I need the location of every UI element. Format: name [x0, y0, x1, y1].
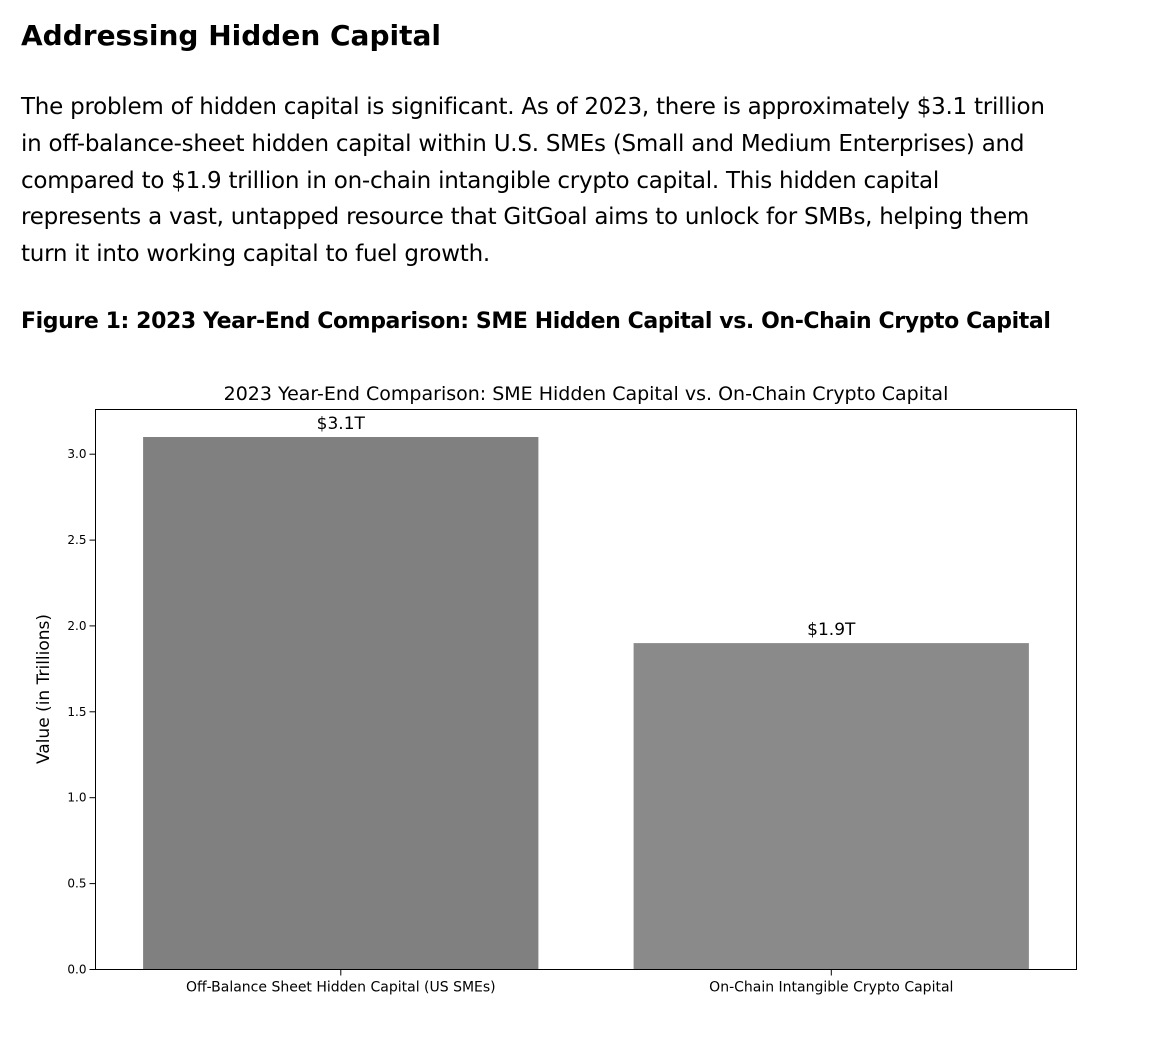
x-tick-label: Off-Balance Sheet Hidden Capital (US SME… — [186, 980, 496, 996]
x-axis: Off-Balance Sheet Hidden Capital (US SME… — [186, 969, 953, 996]
bar-chart: 2023 Year-End Comparison: SME Hidden Cap… — [34, 383, 1077, 996]
y-axis-label: Value (in Trillions) — [34, 614, 54, 764]
body-paragraph: The problem of hidden capital is signifi… — [21, 94, 1045, 268]
chart-title: 2023 Year-End Comparison: SME Hidden Cap… — [224, 383, 949, 405]
section-heading: Addressing Hidden Capital — [21, 19, 441, 52]
bar-2 — [633, 643, 1029, 970]
x-tick-label: On-Chain Intangible Crypto Capital — [709, 980, 953, 996]
y-tick-label: 0.5 — [67, 877, 86, 891]
bar-1 — [143, 437, 539, 970]
y-tick-label: 3.0 — [67, 447, 86, 461]
y-axis: 0.0 0.5 1.0 1.5 2.0 2.5 3.0 — [67, 447, 96, 977]
bar-value-label: $3.1T — [317, 414, 366, 434]
y-tick-label: 0.0 — [67, 963, 86, 977]
y-tick-label: 2.5 — [67, 533, 86, 547]
y-tick-label: 1.0 — [67, 791, 86, 805]
figure-caption: Figure 1: 2023 Year-End Comparison: SME … — [21, 309, 1051, 334]
bars-layer: $3.1T $1.9T — [143, 414, 1029, 970]
y-tick-label: 2.0 — [67, 619, 86, 633]
plot-frame — [95, 409, 1077, 970]
y-tick-label: 1.5 — [67, 705, 86, 719]
bar-value-label: $1.9T — [807, 620, 856, 640]
